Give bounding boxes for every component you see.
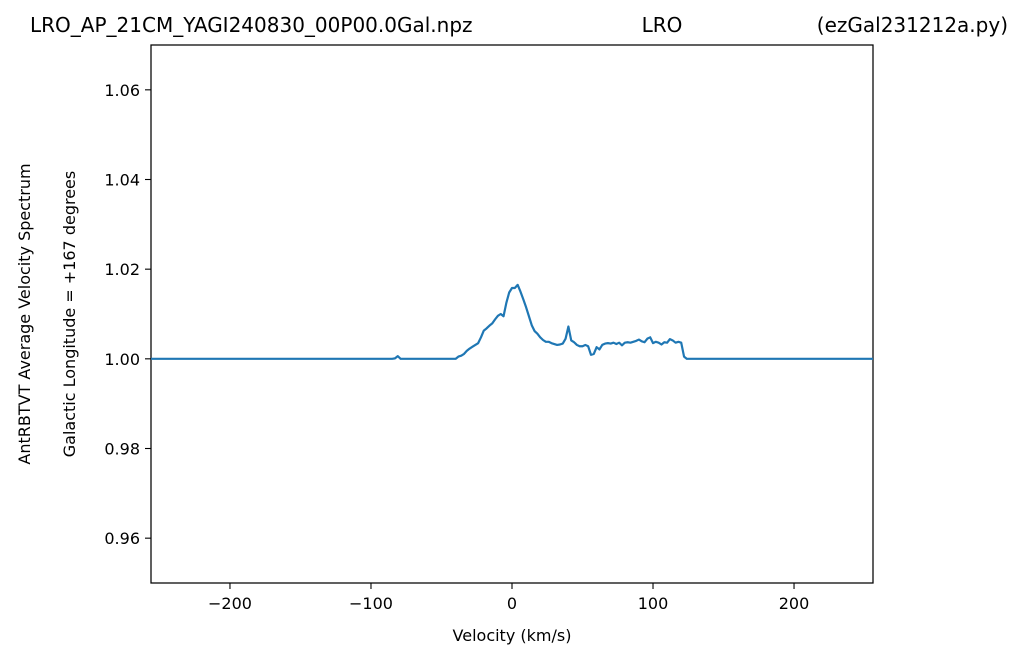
y-tick-label: 1.00	[104, 350, 140, 369]
axis-ticks-group: −200 −100 0 100 200 0.96 0.98 1.00 1.02 1.04 1.06	[104, 81, 809, 613]
y-tick-label: 1.06	[104, 81, 140, 100]
y-tick-label: 1.02	[104, 260, 140, 279]
title-right: (ezGal231212a.py)	[817, 13, 1008, 37]
x-tick-label: 0	[507, 594, 517, 613]
y-axis-label-outer: AntRBTVT Average Velocity Spectrum	[15, 163, 34, 464]
y-axis-label-inner: Galactic Longitude = +167 degrees	[60, 171, 79, 457]
y-tick-label: 0.98	[104, 440, 140, 459]
y-tick-label: 1.04	[104, 171, 140, 190]
title-center: LRO	[642, 13, 683, 37]
spectrum-series-line	[151, 283, 873, 360]
x-tick-label: −200	[208, 594, 252, 613]
data-series-group	[151, 283, 873, 360]
x-tick-label: 200	[779, 594, 810, 613]
x-tick-label: −100	[349, 594, 393, 613]
y-tick-label: 0.96	[104, 529, 140, 548]
title-left: LRO_AP_21CM_YAGI240830_00P00.0Gal.npz	[30, 13, 473, 37]
x-axis-label: Velocity (km/s)	[453, 626, 572, 645]
x-tick-label: 100	[638, 594, 669, 613]
